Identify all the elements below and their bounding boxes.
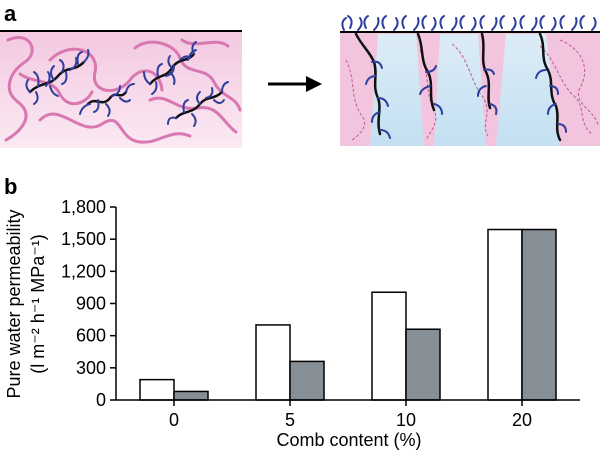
y-tick-label: 300 bbox=[76, 358, 106, 378]
schematic-before bbox=[0, 30, 242, 148]
x-tick-label: 5 bbox=[285, 410, 295, 430]
bar-series2-20 bbox=[521, 228, 557, 401]
bar-series2-10 bbox=[405, 328, 441, 401]
bar-series1-0 bbox=[139, 378, 175, 401]
pan-chains bbox=[4, 36, 242, 144]
y-tick-label: 900 bbox=[76, 294, 106, 314]
bar-series1-10 bbox=[371, 291, 407, 401]
panel-b-label: b bbox=[4, 174, 17, 199]
panel-a-label: a bbox=[4, 1, 17, 26]
y-tick-label: 1,200 bbox=[61, 261, 106, 281]
arrow-icon bbox=[268, 76, 322, 92]
x-axis-title: Comb content (%) bbox=[276, 430, 421, 450]
x-tick-label: 0 bbox=[169, 410, 179, 430]
y-tick-label: 600 bbox=[76, 326, 106, 346]
y-tick-label: 0 bbox=[96, 390, 106, 410]
y-axis-unit: (l m⁻² h⁻¹ MPa⁻¹) bbox=[28, 234, 48, 374]
comb-brush-surface bbox=[341, 15, 597, 142]
bar-chart: Pure water permeability (l m⁻² h⁻¹ MPa⁻¹… bbox=[4, 197, 580, 450]
bars bbox=[139, 228, 557, 401]
bar-series2-5 bbox=[289, 360, 325, 401]
schematic-after bbox=[340, 15, 600, 146]
y-tick-label: 1,800 bbox=[61, 197, 106, 217]
y-ticks: 0 300 600 900 1,200 1,500 1,800 bbox=[61, 197, 116, 410]
x-ticks: 0 5 10 20 bbox=[169, 400, 532, 430]
x-tick-label: 10 bbox=[396, 410, 416, 430]
bar-series1-20 bbox=[487, 228, 523, 401]
y-tick-label: 1,500 bbox=[61, 229, 106, 249]
pore-channels bbox=[370, 34, 560, 146]
bar-series1-5 bbox=[255, 324, 291, 401]
bar-series2-0 bbox=[173, 390, 209, 401]
x-tick-label: 20 bbox=[512, 410, 532, 430]
comb-copolymers-coiled bbox=[25, 41, 229, 127]
y-axis-title: Pure water permeability bbox=[4, 209, 24, 398]
